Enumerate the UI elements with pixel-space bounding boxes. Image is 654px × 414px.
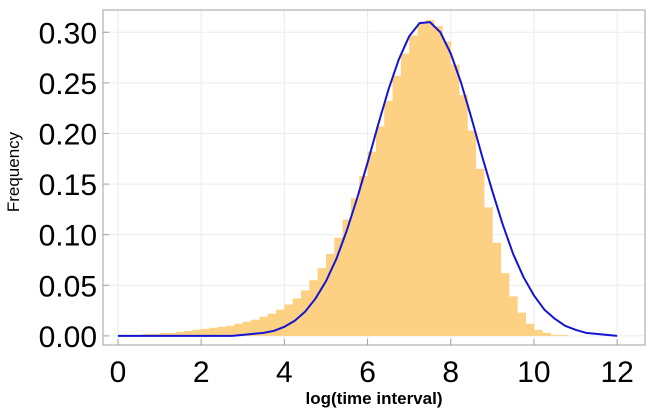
y-tick-label: 0.00 — [39, 321, 97, 354]
histogram-bar — [442, 41, 452, 336]
histogram-bar — [550, 334, 560, 336]
histogram-bar — [142, 333, 152, 336]
histogram-bar — [359, 175, 368, 336]
histogram-bar — [542, 332, 551, 336]
histogram-bar — [300, 290, 310, 336]
histogram-bar — [242, 321, 252, 336]
histogram-bar — [226, 325, 235, 336]
histogram-bar — [425, 20, 435, 336]
histogram-bar — [417, 23, 427, 336]
histogram-bar — [192, 329, 202, 336]
x-tick-label: 6 — [359, 356, 376, 389]
y-axis-title: Frequency — [4, 131, 23, 212]
histogram-bar — [334, 237, 343, 336]
histogram-bar — [400, 53, 410, 336]
histogram-bar — [492, 242, 502, 336]
histogram-bar — [367, 151, 377, 336]
histogram-bar — [558, 334, 568, 336]
y-tick-label: 0.20 — [39, 118, 97, 151]
histogram-bar — [209, 327, 219, 336]
histogram-bar — [325, 253, 335, 336]
histogram-bar — [525, 323, 535, 336]
histogram-bar — [392, 75, 402, 336]
histogram-bar — [450, 64, 460, 336]
bars — [117, 20, 568, 336]
histogram-bar — [184, 330, 194, 336]
histogram-bar — [151, 333, 160, 336]
histogram-bar — [167, 332, 177, 336]
histogram-bar — [292, 298, 302, 336]
x-tick-label: 12 — [600, 356, 633, 389]
histogram-bar — [409, 35, 418, 336]
histogram-bar — [234, 323, 244, 336]
histogram-bar — [484, 207, 493, 336]
x-axis-title: log(time interval) — [306, 389, 443, 408]
histogram-bar — [475, 168, 485, 336]
fit-curve — [117, 21, 618, 337]
histogram-bar — [267, 313, 277, 336]
histogram-bar — [350, 198, 360, 336]
histogram-bar — [317, 268, 327, 336]
y-tick-label: 0.25 — [39, 68, 97, 101]
histogram-bar — [533, 329, 543, 336]
histogram-bar — [251, 319, 260, 336]
histogram-bar — [467, 130, 477, 336]
histogram-bar — [159, 332, 169, 336]
histogram-bar — [459, 95, 468, 336]
x-tick-label: 10 — [517, 356, 550, 389]
histogram-bar — [508, 296, 518, 336]
histogram-bar — [259, 316, 269, 336]
histogram-bar — [517, 312, 527, 336]
y-tick-label: 0.15 — [39, 169, 97, 202]
plot-frame — [102, 9, 646, 346]
histogram-bar — [309, 280, 319, 336]
y-tick-label: 0.05 — [39, 270, 97, 303]
histogram-bar — [284, 304, 294, 336]
histogram-bar — [500, 273, 510, 336]
histogram-bar — [201, 328, 210, 336]
grid — [103, 10, 645, 345]
ticks: 0 2 4 6 8 10 12 0.00 0.05 0.10 0.15 0.20 0.25 0.30 — [39, 17, 634, 389]
x-tick-label: 8 — [442, 356, 459, 389]
histogram-bar — [375, 126, 385, 336]
histogram-bar — [276, 309, 285, 336]
x-tick-label: 4 — [276, 356, 293, 389]
x-tick-label: 0 — [110, 356, 127, 389]
curve-layer — [117, 21, 618, 337]
y-tick-label: 0.10 — [39, 220, 97, 253]
y-tick-label: 0.30 — [39, 17, 97, 50]
histogram-bar — [217, 326, 227, 336]
x-tick-label: 2 — [193, 356, 210, 389]
histogram-bar — [176, 331, 185, 336]
histogram-bar — [384, 101, 393, 336]
histogram-bar — [434, 26, 443, 336]
histogram-bar — [342, 219, 352, 336]
